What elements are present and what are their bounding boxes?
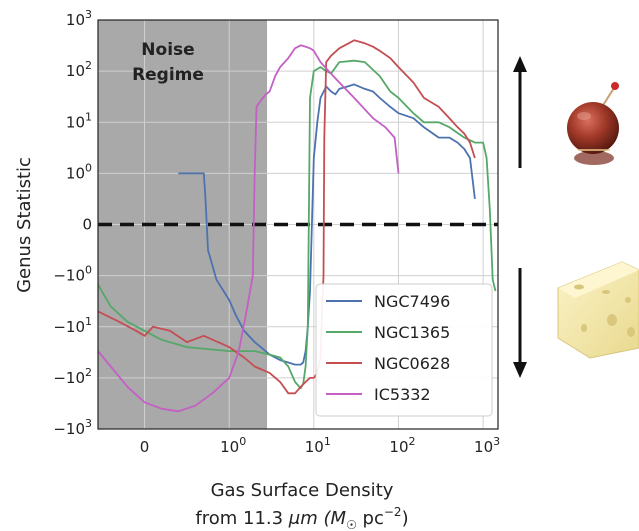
y-tick-label: 101 (66, 110, 92, 131)
y-axis-label: Genus Statistic (14, 157, 35, 293)
y-tick-label: −101 (53, 315, 92, 336)
series-line-ngc7496 (178, 83, 476, 366)
x-tick-label: 100 (220, 435, 246, 456)
x-axis-label-line2: from 11.3 μm (M☉ pc−2) (195, 505, 408, 531)
x-axis-label-unit-tail: pc (357, 508, 384, 529)
x-axis-label-unit: μm (M (288, 508, 347, 529)
y-tick-label: 103 (66, 8, 92, 29)
candy-apple-image (567, 82, 619, 165)
y-tick-label: 0 (82, 216, 92, 234)
x-tick-label: 103 (474, 435, 500, 456)
legend-box (315, 283, 493, 417)
legend-label-ic5332: IC5332 (374, 385, 431, 404)
noise-label-line1: Noise (141, 40, 194, 60)
x-axis-label-superscript: −2 (384, 505, 402, 519)
series-line-ic5332 (98, 44, 400, 413)
legend-label-ngc7496: NGC7496 (374, 292, 450, 311)
x-tick-label: 0 (140, 438, 150, 456)
x-axis-label: Gas Surface Density (211, 480, 394, 501)
y-tick-label: 102 (66, 59, 92, 80)
y-tick-label: −103 (53, 417, 92, 438)
tick-labels: 103 102 101 100 0 −100 −101 −102 −103 0 100 101 102 1… (53, 8, 500, 456)
legend-label-ngc0628: NGC0628 (374, 354, 450, 373)
swiss-cheese-image (557, 261, 639, 359)
x-axis-label-prefix: from 11.3 (195, 508, 288, 529)
x-axis-label-sun-symbol: ☉ (346, 518, 357, 531)
y-tick-label: −100 (53, 264, 92, 285)
y-tick-label: −102 (53, 366, 92, 387)
noise-label-line2: Regime (132, 65, 204, 85)
legend-label-ngc1365: NGC1365 (374, 323, 450, 342)
y-tick-label: 100 (66, 161, 92, 182)
plot-frame (97, 19, 499, 430)
down-arrow-icon (513, 268, 527, 378)
x-tick-label: 101 (305, 435, 331, 456)
legend: NGC7496 NGC1365 NGC0628 IC5332 (315, 283, 493, 417)
x-tick-label: 102 (389, 435, 415, 456)
up-arrow-icon (513, 56, 527, 168)
